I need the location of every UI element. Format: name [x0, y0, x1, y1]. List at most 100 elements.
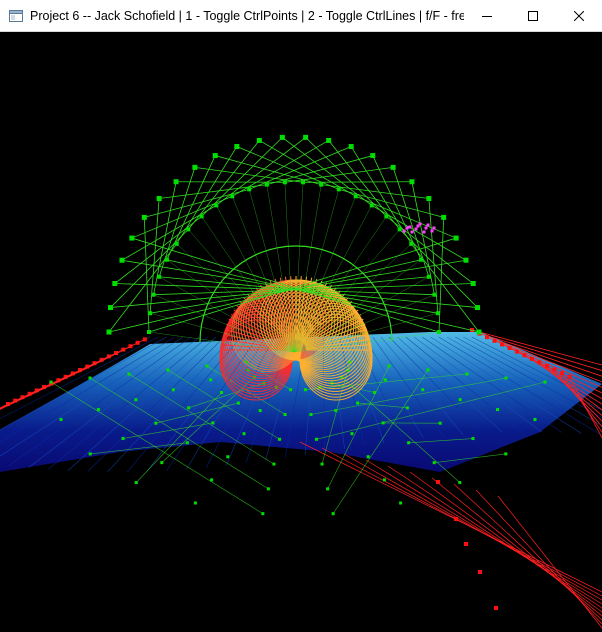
edge-line: [387, 465, 602, 609]
magenta-particle: [422, 230, 426, 234]
dome-control-line: [121, 259, 438, 314]
minimize-button[interactable]: [464, 0, 510, 32]
magenta-particle: [432, 226, 436, 230]
surface-line: [225, 336, 283, 466]
edge-line: [299, 441, 602, 593]
dome-control-line: [121, 205, 217, 261]
dome-control-point: [384, 214, 389, 219]
lower-control-line: [167, 369, 280, 440]
dome-control-point: [279, 134, 285, 140]
surface-line: [0, 336, 159, 420]
application-window-icon[interactable]: [8, 8, 24, 24]
lower-control-point: [187, 406, 191, 410]
lower-control-line: [327, 365, 390, 489]
dome-control-point: [409, 241, 414, 246]
lower-control-point: [96, 408, 100, 412]
dome-control-point: [470, 281, 476, 287]
dome-control-point: [426, 274, 431, 279]
lower-control-line: [357, 402, 408, 409]
magenta-particle: [430, 229, 434, 233]
dome-control-point: [212, 153, 218, 159]
lower-control-net: [49, 360, 547, 516]
edge-line: [471, 329, 602, 366]
edge-point: [436, 480, 440, 484]
edge-line: [569, 376, 602, 438]
dome-control-point: [234, 144, 240, 150]
dome-control-line: [259, 140, 356, 197]
lower-control-point: [504, 376, 508, 380]
lower-control-point: [266, 487, 270, 491]
edge-line: [321, 447, 602, 597]
arc-spoke: [305, 328, 368, 348]
lower-control-point: [426, 368, 430, 372]
lower-control-line: [331, 382, 375, 393]
dome-control-line: [166, 259, 295, 353]
lower-control-point: [211, 421, 215, 425]
dome-control-line: [159, 276, 295, 353]
lower-control-point: [246, 368, 250, 372]
magenta-particle: [402, 229, 406, 233]
dome-control-line: [153, 294, 295, 353]
lower-control-point: [348, 360, 352, 364]
dome-control-line: [293, 312, 438, 353]
magenta-particle: [410, 230, 414, 234]
dome-control-point: [157, 274, 162, 279]
dome-control-point: [148, 311, 153, 316]
surface-line: [380, 336, 464, 435]
dome-control-point: [264, 182, 269, 187]
lower-control-point: [315, 437, 319, 441]
lower-control-point: [219, 390, 223, 394]
maximize-button[interactable]: [510, 0, 556, 32]
dome-control-point: [119, 257, 125, 263]
lower-control-line: [136, 392, 222, 483]
dome-control-line: [216, 137, 306, 206]
lower-control-point: [407, 441, 411, 445]
surface-mesh: [0, 330, 602, 632]
dome-control-point: [319, 182, 324, 187]
lower-control-point: [387, 364, 391, 368]
dome-control-line: [293, 196, 356, 353]
dome-control-line: [293, 205, 372, 353]
dome-control-line: [293, 276, 429, 353]
dome-control-line: [148, 237, 457, 333]
surface-line: [0, 336, 167, 431]
title-bar[interactable]: Project 6 -- Jack Schofield | 1 - Toggle…: [0, 0, 602, 32]
arc-spoke: [304, 318, 364, 347]
surface-line: [28, 336, 200, 468]
lower-control-point: [289, 388, 293, 392]
dome-control-line: [159, 276, 478, 308]
dome-control-point: [214, 203, 219, 208]
dome-control-line: [232, 140, 329, 197]
dome-control-line: [176, 181, 285, 183]
lower-control-point: [421, 388, 425, 392]
dome-control-point: [476, 329, 482, 335]
magenta-particle: [426, 223, 430, 227]
lower-control-point: [356, 401, 360, 405]
lower-control-point: [458, 398, 462, 402]
dome-control-line: [148, 331, 295, 353]
lower-control-point: [193, 501, 197, 505]
lower-control-point: [49, 380, 53, 384]
lower-control-point: [399, 501, 403, 505]
dome-control-line: [108, 259, 422, 333]
lower-control-point: [242, 432, 246, 436]
lower-control-point: [465, 372, 469, 376]
dome-control-point: [475, 305, 481, 311]
dome-control-point: [247, 187, 252, 192]
edge-point: [552, 367, 557, 372]
minimize-icon: [482, 15, 492, 17]
lower-control-point: [88, 376, 92, 380]
lower-control-point: [226, 455, 230, 459]
edge-point: [494, 606, 498, 610]
opengl-viewport[interactable]: [0, 32, 602, 632]
dome-control-point: [199, 214, 204, 219]
dome-control-point: [441, 214, 447, 220]
lower-control-line: [89, 377, 269, 490]
close-button[interactable]: [556, 0, 602, 32]
edge-line: [494, 340, 602, 383]
lower-control-line: [321, 361, 351, 465]
edge-point: [530, 356, 534, 361]
magenta-particle: [418, 222, 422, 226]
lower-control-point: [134, 481, 138, 485]
dome-control-line: [131, 237, 440, 333]
